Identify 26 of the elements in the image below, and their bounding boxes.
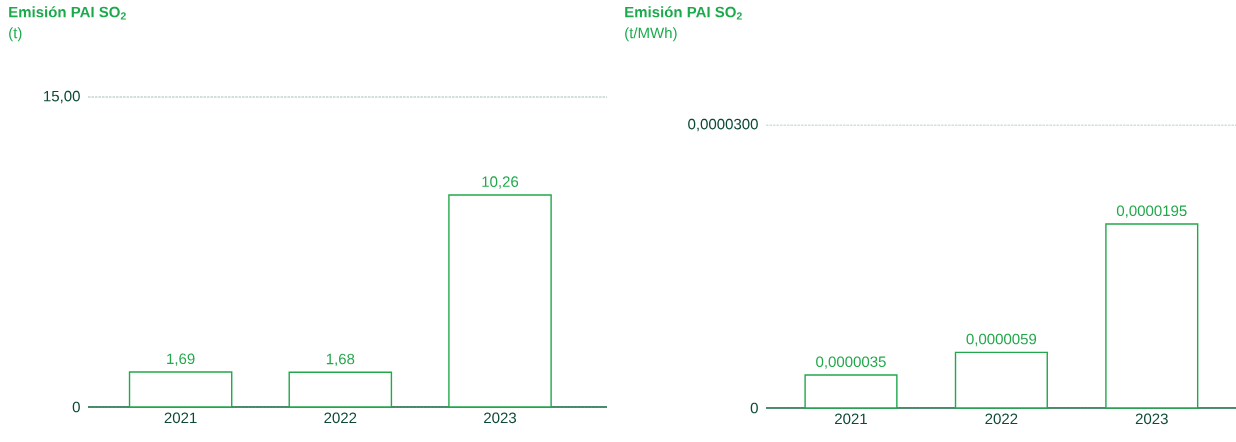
y-tick-label: 15,00 [44,90,80,104]
x-tick-label: 2022 [324,412,357,424]
x-tick-label: 2023 [484,412,517,424]
bar [1105,223,1199,409]
y-tick-label: 0 [750,402,758,414]
x-tick-label: 2023 [1135,413,1168,425]
x-tick-label: 2021 [835,413,867,425]
data-label: 1,68 [326,353,355,367]
data-label: 10,26 [482,176,519,189]
chart-subtitle: (t/MWh) [625,27,677,42]
bar [128,371,233,408]
bar [288,371,393,408]
data-label: 1,69 [167,353,195,366]
data-label: 0,0000035 [816,356,886,369]
bar [954,351,1048,409]
bar [448,194,552,408]
chart-title: Emisión PAI SO$_{2}$ [9,6,126,20]
y-tick-label: 0 [72,401,80,413]
chart-subtitle: (t) [9,27,22,42]
x-tick-label: 2022 [985,413,1018,425]
x-tick-label: 2021 [164,412,197,424]
data-label: 0,0000195 [1116,205,1187,218]
y-tick-label: 0,0000300 [688,118,758,132]
data-label: 0,0000059 [966,333,1037,347]
chart-title: Emisión PAI SO$_{2}$ [625,6,742,20]
bar [804,374,898,409]
